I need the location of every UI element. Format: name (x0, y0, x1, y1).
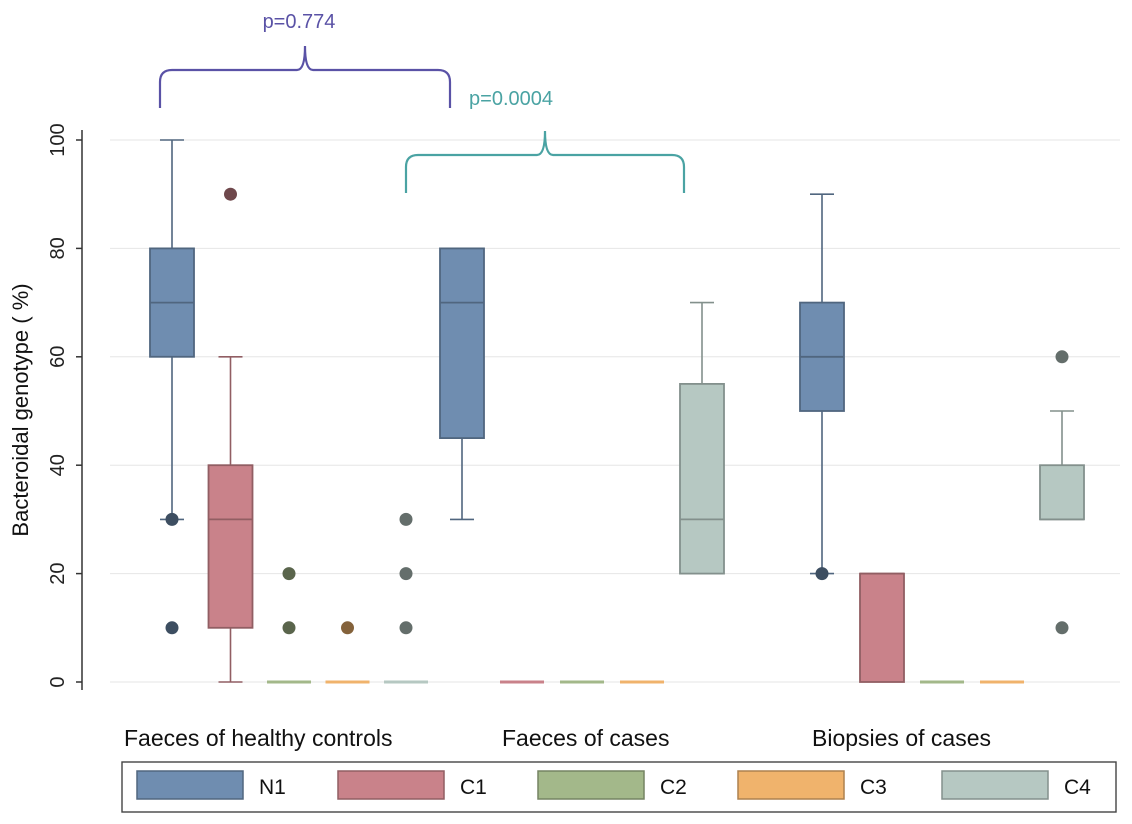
box-n1 (799, 193, 845, 581)
legend-item-n1: N1 (136, 770, 286, 800)
legend-swatch (537, 770, 645, 800)
outlier-point (1055, 621, 1069, 635)
outlier-point (282, 621, 296, 635)
legend-label: C3 (860, 776, 887, 799)
outlier-point (399, 621, 413, 635)
box-rect (439, 247, 485, 439)
legend-item-c2: C2 (537, 770, 687, 800)
legend-label: C1 (460, 776, 487, 799)
legend-swatch (337, 770, 445, 800)
significance-bracket (158, 45, 452, 108)
p-value-label: p=0.0004 (469, 88, 553, 110)
legend-swatch (737, 770, 845, 800)
legend-item-c3: C3 (737, 770, 887, 800)
box-c4 (679, 301, 725, 575)
grid-layer (110, 139, 1120, 683)
legend-swatch (136, 770, 244, 800)
outlier-point (341, 621, 354, 635)
outlier-point (399, 512, 413, 526)
box-c4 (384, 512, 428, 684)
group-label: Faeces of healthy controls (124, 725, 392, 751)
group-label: Biopsies of cases (812, 725, 991, 751)
box-n1 (149, 139, 195, 635)
y-axis-label: Bacteroidal genotype ( %) (8, 283, 33, 536)
outlier-point (1055, 350, 1069, 364)
y-tick-label: 0 (47, 676, 69, 687)
legend-item-c4: C4 (941, 770, 1091, 800)
outlier-point (399, 567, 413, 581)
y-tick-label: 60 (47, 346, 69, 368)
y-tick-label: 100 (47, 123, 69, 156)
legend-label: C4 (1064, 776, 1091, 799)
box-c2 (267, 567, 311, 684)
y-tick-label: 20 (47, 562, 69, 584)
y-axis: 0 20 40 60 80 100 (47, 123, 83, 690)
box-c3 (325, 621, 370, 684)
box-n1 (439, 247, 485, 521)
boxes-layer (149, 139, 1085, 684)
box-c4 (1039, 350, 1085, 635)
outlier-point (224, 187, 237, 201)
legend-label: N1 (259, 776, 286, 799)
box-c1 (859, 572, 905, 683)
y-tick-label: 40 (47, 454, 69, 476)
y-tick-label: 80 (47, 237, 69, 259)
group-labels: Faeces of healthy controls Faeces of case… (124, 725, 991, 751)
outlier-point (282, 567, 296, 581)
legend-swatch (941, 770, 1049, 800)
box-rect (859, 572, 905, 683)
legend: N1 C1 C2 C3 C4 (121, 761, 1117, 813)
outlier-point (165, 512, 179, 526)
outlier-point (815, 567, 829, 581)
legend-label: C2 (660, 776, 687, 799)
box-rect (679, 382, 725, 575)
box-rect (207, 464, 254, 629)
legend-item-c1: C1 (337, 770, 487, 800)
box-c1 (207, 187, 254, 683)
box-rect (1039, 464, 1085, 521)
p-value-label: p=0.774 (263, 11, 336, 33)
annotations-layer: p=0.774 p=0.0004 (158, 11, 686, 193)
significance-bracket (404, 130, 686, 193)
outlier-point (165, 621, 179, 635)
group-label: Faeces of cases (502, 725, 669, 751)
